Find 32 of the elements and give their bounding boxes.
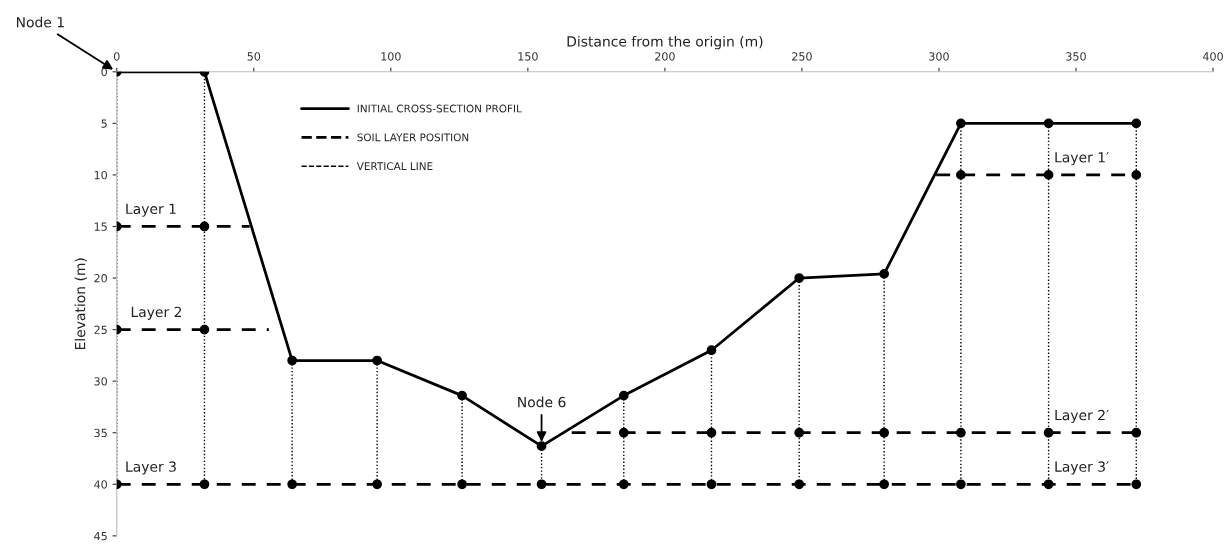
y-tick-label: 5 — [101, 119, 107, 128]
legend-label: INITIAL CROSS-SECTION PROFIL — [357, 104, 522, 113]
annotation: Layer 3 — [126, 461, 176, 475]
x-tick-label: 200 — [655, 52, 675, 61]
annotation: Layer 3′ — [1055, 461, 1109, 475]
x-tick-label: 350 — [1066, 52, 1086, 61]
legend-label: SOIL LAYER POSITION — [357, 133, 469, 142]
y-tick-label: 25 — [94, 325, 107, 334]
x-tick-label: 100 — [381, 52, 401, 61]
annotation: Layer 2′ — [1055, 409, 1109, 423]
y-tick-label: 15 — [94, 222, 107, 231]
y-tick-label: 30 — [94, 377, 107, 386]
y-tick-label: 20 — [94, 274, 107, 283]
y-axis-title: Elevation (m) — [74, 258, 87, 350]
legend-label: VERTICAL LINE — [356, 162, 433, 171]
annotation: Layer 2 — [131, 306, 182, 320]
y-tick-label: 0 — [101, 67, 107, 77]
x-axis-title: Distance from the origin (m) — [567, 35, 763, 50]
y-tick-label: 10 — [94, 170, 107, 180]
annotation: Layer 1 — [126, 203, 176, 217]
annotation: Layer 1′ — [1055, 152, 1109, 166]
x-tick-label: 150 — [518, 52, 538, 61]
y-tick-label: 40 — [94, 480, 107, 489]
x-tick-label: 250 — [792, 52, 812, 61]
x-tick-label: 50 — [247, 52, 261, 61]
annotation: Node 6 — [518, 396, 566, 408]
x-tick-label: 400 — [1202, 52, 1223, 61]
x-tick-label: 300 — [929, 52, 949, 61]
annotation: Node 1 — [16, 16, 64, 28]
x-tick-label: 0 — [113, 52, 120, 61]
y-tick-label: 35 — [94, 428, 107, 438]
y-tick-label: 45 — [94, 531, 107, 541]
